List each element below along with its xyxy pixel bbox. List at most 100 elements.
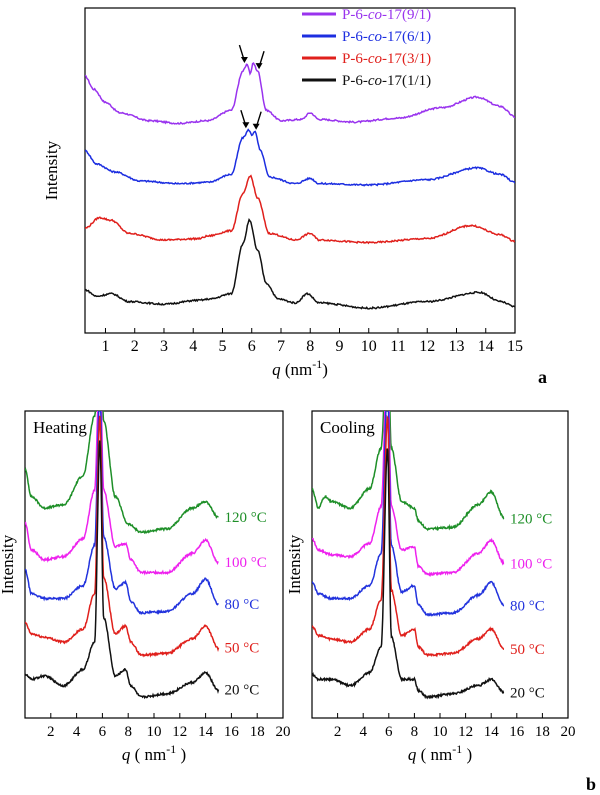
series-line [25,415,220,658]
x-tick-label: 6 [99,724,107,740]
x-tick-label: 20 [276,724,291,740]
series-label: 50 °C [510,642,545,658]
legend-label-part: P-6- [342,73,368,89]
plot-frame [84,7,516,334]
panel-b-heating-chart: 2 4 6 8 10 12 14 16 18 20 q ( nm-1 ) Intensity Heati… [0,410,291,764]
legend-label-part: P-6- [342,7,368,23]
series-label: 20 °C [225,683,260,699]
x-tick-label: 13 [448,338,464,355]
x-axis-label: q ( nm-1 ) [408,742,472,764]
peak-arrow-head [242,122,250,129]
series-line [312,414,505,658]
x-axis-label-unit: ( nm [416,745,452,764]
series-label: 80 °C [225,597,260,613]
x-axis-label-symbol: q [122,745,131,764]
series-line [85,128,515,187]
x-tick-label: 11 [390,338,405,355]
peak-arrow-head [240,57,248,64]
x-tick-label: 10 [361,338,377,355]
series-label: 120 °C [510,511,552,527]
series-line [25,411,219,576]
legend-label-part: co [368,29,383,45]
x-tick-label: 14 [198,724,214,740]
x-tick-label: 4 [359,724,367,740]
series-label: 100 °C [225,555,267,571]
legend-label-part: co [368,51,383,67]
x-axis-label-exponent: -1 [312,357,322,371]
series-line [25,411,219,535]
y-axis-label: Intensity [42,140,61,200]
x-tick-label: 8 [124,724,132,740]
legend-label-part: co [368,7,383,23]
x-tick-label: 5 [218,338,226,355]
x-axis-label-exponent: -1 [452,742,462,756]
x-axis-label-exponent: -1 [166,742,176,756]
series-line [312,411,505,578]
x-tick-label: 4 [189,338,197,355]
peak-arrow-head [255,63,263,70]
panel-a-chart: 1 2 3 4 5 6 7 8 9 10 11 12 13 14 15q (nm-1)IntensityP-… [42,7,523,379]
x-tick-label: 2 [47,724,55,740]
series-line [85,62,515,125]
x-tick-label: 14 [484,724,500,740]
legend-label-part: P-6- [342,51,368,67]
x-axis-label-close: ) [322,360,328,379]
y-axis-label: Intensity [285,534,304,594]
series-label: 120 °C [225,510,267,526]
x-tick-label: 8 [306,338,314,355]
x-axis-label-symbol: q [408,745,417,764]
x-axis-label-symbol: q [272,360,281,379]
legend-label: P-6-co-17(9/1) [342,7,431,23]
x-tick-label: 12 [172,724,187,740]
chart-title: Heating [33,418,87,437]
x-tick-label: 12 [419,338,435,355]
x-tick-label: 20 [561,724,576,740]
y-axis-label: Intensity [0,534,17,594]
series-label: 100 °C [510,557,552,573]
x-tick-label: 18 [535,724,550,740]
legend-label: P-6-co-17(6/1) [342,29,431,45]
panel-label-b: b [586,774,596,794]
series-label: 50 °C [225,641,260,657]
x-axis-label-unit: (nm [281,360,313,379]
x-tick-label: 10 [147,724,162,740]
series-line [85,218,515,310]
x-axis-label: q (nm-1) [272,357,328,379]
series-line [85,174,515,245]
series-line [25,411,219,615]
legend-label-part: co [368,73,383,89]
x-tick-label: 9 [335,338,343,355]
legend-label-part: -17(3/1) [382,51,431,67]
x-axis-label-close: ) [176,745,186,764]
x-tick-label: 8 [411,724,419,740]
x-axis-label-unit: ( nm [130,745,166,764]
legend-label-part: -17(1/1) [382,73,431,89]
x-axis-label: q ( nm-1 ) [122,742,186,764]
panel-label-a: a [538,367,547,387]
legend-label: P-6-co-17(3/1) [342,51,431,67]
x-tick-label: 2 [334,724,342,740]
series-line [312,411,505,532]
x-tick-label: 3 [160,338,168,355]
series-line [312,448,505,700]
series-label: 80 °C [510,598,545,614]
legend-label-part: -17(9/1) [382,7,431,23]
panel-b-cooling-chart: 2 4 6 8 10 12 14 16 18 20 q ( nm-1 ) Intensity Cooli… [285,410,576,764]
x-tick-label: 6 [248,338,256,355]
x-tick-label: 7 [277,338,285,355]
series-line [312,411,505,617]
peak-arrow-head [252,123,260,130]
chart-title: Cooling [320,418,375,437]
x-tick-label: 12 [458,724,473,740]
x-tick-label: 16 [224,724,240,740]
x-tick-label: 2 [131,338,139,355]
x-tick-label: 14 [478,338,494,355]
legend-label-part: P-6- [342,29,368,45]
legend-label-part: -17(6/1) [382,29,431,45]
x-axis-label-close: ) [462,745,472,764]
legend-label: P-6-co-17(1/1) [342,73,431,89]
series-label: 20 °C [510,686,545,702]
x-tick-label: 6 [385,724,393,740]
x-tick-label: 15 [507,338,523,355]
